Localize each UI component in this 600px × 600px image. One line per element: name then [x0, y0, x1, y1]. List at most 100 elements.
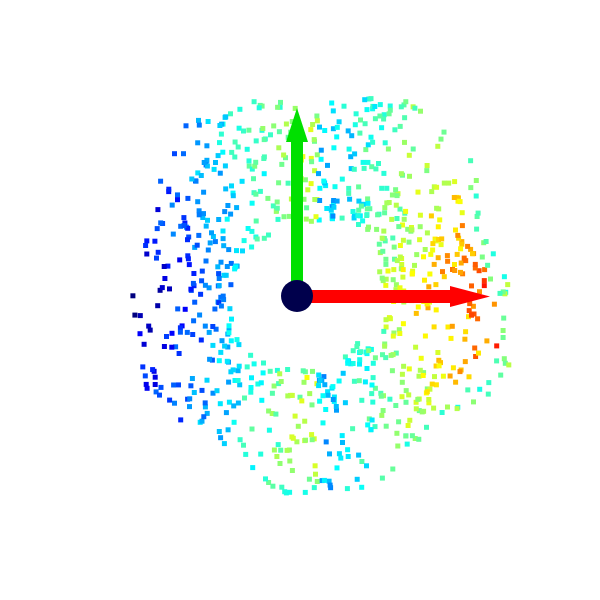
point: [260, 126, 266, 131]
point: [313, 471, 318, 477]
point: [303, 437, 308, 443]
point-cloud: [130, 96, 512, 496]
point: [309, 432, 315, 438]
point: [372, 104, 378, 109]
point: [444, 253, 450, 259]
point: [465, 387, 471, 393]
point: [383, 256, 389, 262]
point: [369, 417, 375, 423]
point: [285, 180, 291, 186]
point: [365, 422, 371, 428]
point: [234, 205, 240, 211]
point: [387, 107, 393, 113]
point: [154, 226, 160, 232]
point: [465, 243, 471, 249]
point: [390, 277, 396, 283]
point: [200, 215, 206, 220]
point: [317, 185, 323, 191]
point: [378, 393, 384, 399]
point: [260, 370, 266, 376]
x-axis-arrow-icon: [297, 286, 490, 307]
point: [184, 329, 190, 335]
point: [205, 217, 210, 223]
point: [169, 344, 175, 350]
point: [137, 331, 143, 337]
point: [274, 454, 280, 459]
point: [334, 134, 340, 140]
point: [435, 350, 441, 355]
point: [274, 205, 280, 211]
point: [248, 385, 254, 390]
point: [311, 137, 317, 143]
point: [454, 406, 460, 412]
point: [328, 207, 334, 213]
point: [281, 152, 287, 158]
point: [314, 479, 320, 484]
point: [199, 387, 205, 393]
point: [484, 338, 490, 344]
point: [196, 117, 201, 123]
point: [458, 269, 463, 275]
point: [224, 264, 230, 269]
point: [413, 406, 419, 412]
point: [420, 373, 426, 378]
point: [221, 297, 227, 303]
point: [403, 208, 409, 214]
point: [161, 264, 167, 269]
point: [356, 184, 362, 190]
point: [459, 223, 465, 229]
point: [350, 426, 356, 432]
point: [259, 397, 265, 403]
point: [269, 390, 275, 396]
point: [155, 303, 161, 309]
point: [218, 349, 224, 355]
point: [302, 489, 308, 495]
point: [289, 468, 295, 473]
point: [195, 199, 201, 205]
point: [317, 124, 322, 130]
point: [331, 198, 337, 203]
point: [436, 206, 442, 212]
point: [323, 439, 329, 445]
point: [227, 306, 233, 312]
point: [458, 246, 464, 252]
point: [236, 125, 242, 131]
point: [283, 155, 288, 161]
point: [435, 143, 441, 149]
point: [190, 280, 196, 286]
point: [327, 482, 333, 488]
point: [336, 451, 342, 457]
point: [406, 366, 412, 372]
point: [372, 116, 378, 122]
point: [382, 210, 388, 216]
point: [382, 343, 388, 349]
point: [358, 349, 364, 355]
point: [185, 195, 191, 201]
point: [281, 214, 287, 220]
point: [273, 208, 279, 214]
point: [257, 188, 263, 194]
point: [397, 206, 403, 212]
point: [292, 413, 298, 419]
point: [412, 262, 417, 268]
point: [366, 348, 372, 354]
point: [270, 483, 276, 489]
point: [182, 306, 188, 312]
point: [189, 376, 195, 381]
point: [216, 271, 222, 277]
point: [481, 283, 487, 289]
point: [403, 433, 409, 439]
point: [412, 105, 418, 111]
point: [251, 176, 256, 182]
point: [176, 351, 182, 356]
point: [152, 382, 158, 387]
point: [198, 291, 204, 297]
point: [342, 400, 348, 406]
point: [438, 242, 444, 248]
point: [450, 365, 456, 371]
point: [277, 371, 283, 377]
point: [236, 342, 242, 348]
point: [318, 147, 324, 153]
